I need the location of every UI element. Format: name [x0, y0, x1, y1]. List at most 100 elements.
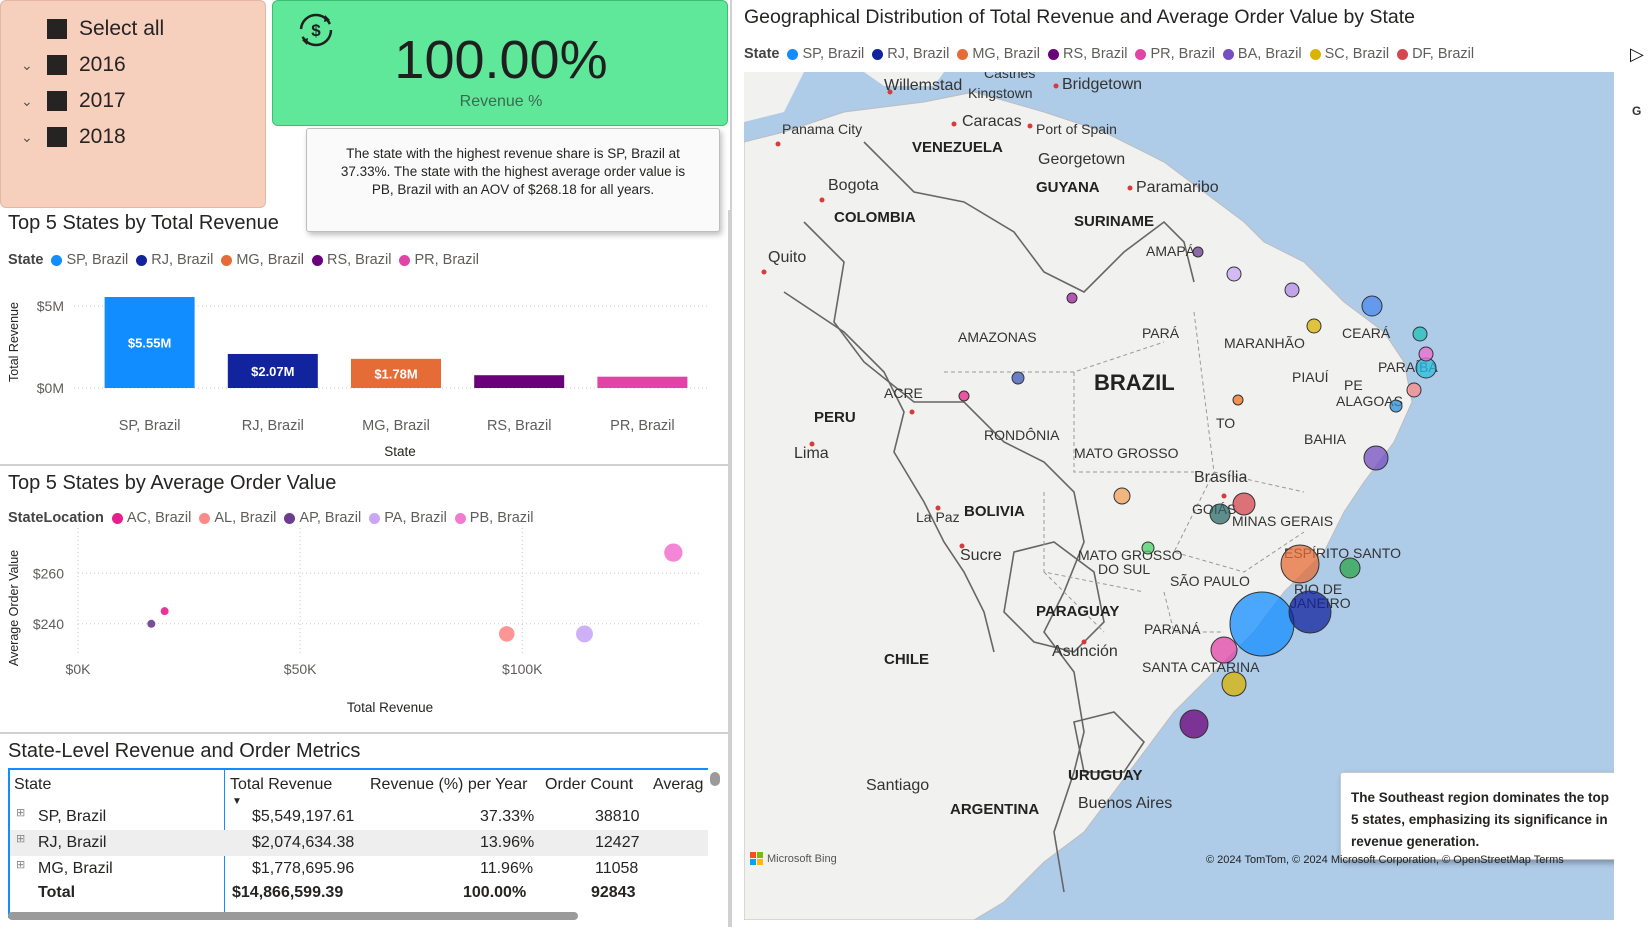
legend-item[interactable]: RS, Brazil	[1047, 46, 1127, 62]
legend-item[interactable]: PR, Brazil	[1135, 46, 1215, 62]
legend-item[interactable]: AP, Brazil	[284, 510, 361, 526]
svg-text:BRAZIL: BRAZIL	[1094, 370, 1175, 395]
chevron-down-icon[interactable]: ⌄	[21, 56, 33, 73]
map-attribution[interactable]: © 2024 TomTom, © 2024 Microsoft Corporat…	[1206, 854, 1564, 866]
checkbox-icon[interactable]	[47, 127, 67, 147]
y-tick-label: $260	[33, 565, 64, 581]
legend-marker	[221, 254, 233, 266]
x-tick-label: PR, Brazil	[610, 418, 674, 434]
legend-item[interactable]: SP, Brazil	[51, 252, 128, 268]
map-bubble	[1284, 282, 1300, 298]
slicer-item-2017[interactable]: ⌄ 2017	[21, 86, 126, 116]
top5-aov-scatter-chart[interactable]: Top 5 States by Average Order Value Stat…	[0, 466, 730, 734]
svg-text:Bridgetown: Bridgetown	[1062, 76, 1142, 93]
svg-text:PARAGUAY: PARAGUAY	[1036, 603, 1119, 620]
state-metrics-table[interactable]: State-Level Revenue and Order Metrics St…	[0, 734, 730, 927]
legend-item[interactable]: PR, Brazil	[399, 252, 479, 268]
year-slicer[interactable]: Select all ⌄ 2016 ⌄ 2017 ⌄ 2018	[0, 0, 266, 208]
svg-text:MINAS GERAIS: MINAS GERAIS	[1232, 513, 1333, 529]
legend-label: SP, Brazil	[802, 46, 865, 62]
revenue-kpi-card[interactable]: $ 100.00% Revenue %	[272, 0, 728, 126]
legend-marker	[1309, 48, 1321, 60]
legend-label: RJ, Brazil	[151, 252, 214, 268]
bar-plot-area: $0M $5M $5.55M SP, Brazil $2.07M RJ, Brazil $1…	[7, 296, 710, 459]
legend-item[interactable]: MG, Brazil	[221, 252, 304, 268]
legend-item[interactable]: BA, Brazil	[1222, 46, 1302, 62]
x-axis-title: Total Revenue	[347, 700, 433, 715]
legend-item[interactable]: RJ, Brazil	[136, 252, 213, 268]
svg-text:Lima: Lima	[794, 445, 829, 462]
revenue-map-visual[interactable]: Geographical Distribution of Total Reven…	[730, 0, 1648, 927]
legend-item[interactable]: SP, Brazil	[787, 46, 864, 62]
map-bubble	[1226, 266, 1242, 282]
plus-square-icon[interactable]: ⊞	[16, 859, 26, 871]
slicer-item-label: 2017	[79, 89, 126, 112]
horizontal-scrollbar[interactable]	[8, 912, 578, 920]
map-bubble	[1011, 371, 1025, 385]
y-tick-label: $240	[33, 616, 64, 632]
legend-item[interactable]: AC, Brazil	[111, 510, 191, 526]
map-bubble	[1179, 709, 1209, 739]
legend-marker	[1135, 48, 1147, 60]
scatter-point	[576, 625, 593, 643]
map-bubble	[1418, 346, 1434, 362]
table-row[interactable]: ⊞ RJ, Brazil $2,074,634.38 13.96% 12427	[10, 830, 708, 856]
legend-item[interactable]: RS, Brazil	[311, 252, 391, 268]
chevron-down-icon[interactable]: ⌄	[21, 92, 33, 109]
slicer-item-2018[interactable]: ⌄ 2018	[21, 122, 126, 152]
table-row[interactable]: ⊞ SP, Brazil $5,549,197.61 37.33% 38810	[16, 807, 640, 825]
column-header-average[interactable]: Averag	[653, 776, 704, 793]
svg-text:ACRE: ACRE	[884, 385, 923, 401]
svg-text:Castries: Castries	[984, 72, 1035, 81]
legend-item[interactable]: PB, Brazil	[454, 510, 533, 526]
triangle-right-icon[interactable]: ▷	[1630, 44, 1644, 64]
table-row[interactable]: ⊞ MG, Brazil $1,778,695.96 11.96% 11058	[16, 859, 639, 877]
svg-text:Bogota: Bogota	[828, 177, 879, 194]
top5-revenue-bar-chart[interactable]: Top 5 States by Total Revenue State SP, …	[0, 210, 730, 466]
legend-marker	[369, 512, 381, 524]
country-border	[803, 221, 1085, 893]
column-header-revenue-pct[interactable]: Revenue (%) per Year	[370, 776, 528, 793]
legend-marker	[136, 254, 148, 266]
slicer-item-select-all[interactable]: Select all	[21, 14, 164, 44]
map-canvas[interactable]: Castries Willemstad Kingstown Bridgetown…	[744, 72, 1614, 920]
column-header-state[interactable]: State	[14, 776, 52, 793]
legend-marker	[399, 254, 411, 266]
x-tick-label: RJ, Brazil	[242, 418, 304, 434]
map-bubble	[1406, 382, 1422, 398]
x-tick-label: SP, Brazil	[119, 418, 181, 434]
legend-label: DF, Brazil	[1412, 46, 1475, 62]
legend-item[interactable]: PA, Brazil	[369, 510, 447, 526]
svg-text:Port of Spain: Port of Spain	[1036, 121, 1117, 137]
map-legend[interactable]: State SP, Brazil RJ, Brazil MG, Brazil RS, …	[744, 46, 1482, 62]
chart-legend[interactable]: StateLocation AC, Brazil AL, Brazil AP, Br…	[8, 510, 541, 526]
legend-item[interactable]: SC, Brazil	[1309, 46, 1389, 62]
chart-legend[interactable]: State SP, Brazil RJ, Brazil MG, Brazil RS, …	[8, 252, 487, 268]
svg-text:SÃO PAULO: SÃO PAULO	[1170, 573, 1250, 589]
legend-item[interactable]: MG, Brazil	[957, 46, 1040, 62]
checkbox-icon[interactable]	[47, 19, 67, 39]
svg-text:PIAUÍ: PIAUÍ	[1292, 369, 1329, 385]
map-bubble	[1192, 246, 1204, 258]
column-header-order-count[interactable]: Order Count	[545, 776, 634, 793]
bar	[104, 296, 195, 388]
checkbox-icon[interactable]	[47, 55, 67, 75]
legend-item[interactable]: DF, Brazil	[1397, 46, 1474, 62]
map-bubble	[1141, 541, 1155, 555]
legend-item[interactable]: RJ, Brazil	[872, 46, 949, 62]
legend-item[interactable]: AL, Brazil	[199, 510, 276, 526]
slicer-item-2016[interactable]: ⌄ 2016	[21, 50, 126, 80]
x-tick-label: $0K	[66, 661, 92, 677]
sort-desc-icon[interactable]: ▼	[232, 796, 242, 807]
map-bubble	[1232, 492, 1256, 516]
svg-text:SURINAME: SURINAME	[1074, 213, 1154, 230]
y-axis-title: Total Revenue	[7, 302, 21, 382]
plus-square-icon[interactable]: ⊞	[16, 833, 26, 845]
chevron-down-icon[interactable]: ⌄	[21, 128, 33, 145]
checkbox-icon[interactable]	[47, 91, 67, 111]
column-header-total-revenue[interactable]: Total Revenue	[230, 776, 333, 793]
vertical-scrollbar[interactable]	[710, 772, 720, 786]
bar-data-label: $1.78M	[374, 366, 417, 381]
plus-square-icon[interactable]: ⊞	[16, 807, 26, 819]
svg-text:Panama City: Panama City	[782, 121, 862, 137]
